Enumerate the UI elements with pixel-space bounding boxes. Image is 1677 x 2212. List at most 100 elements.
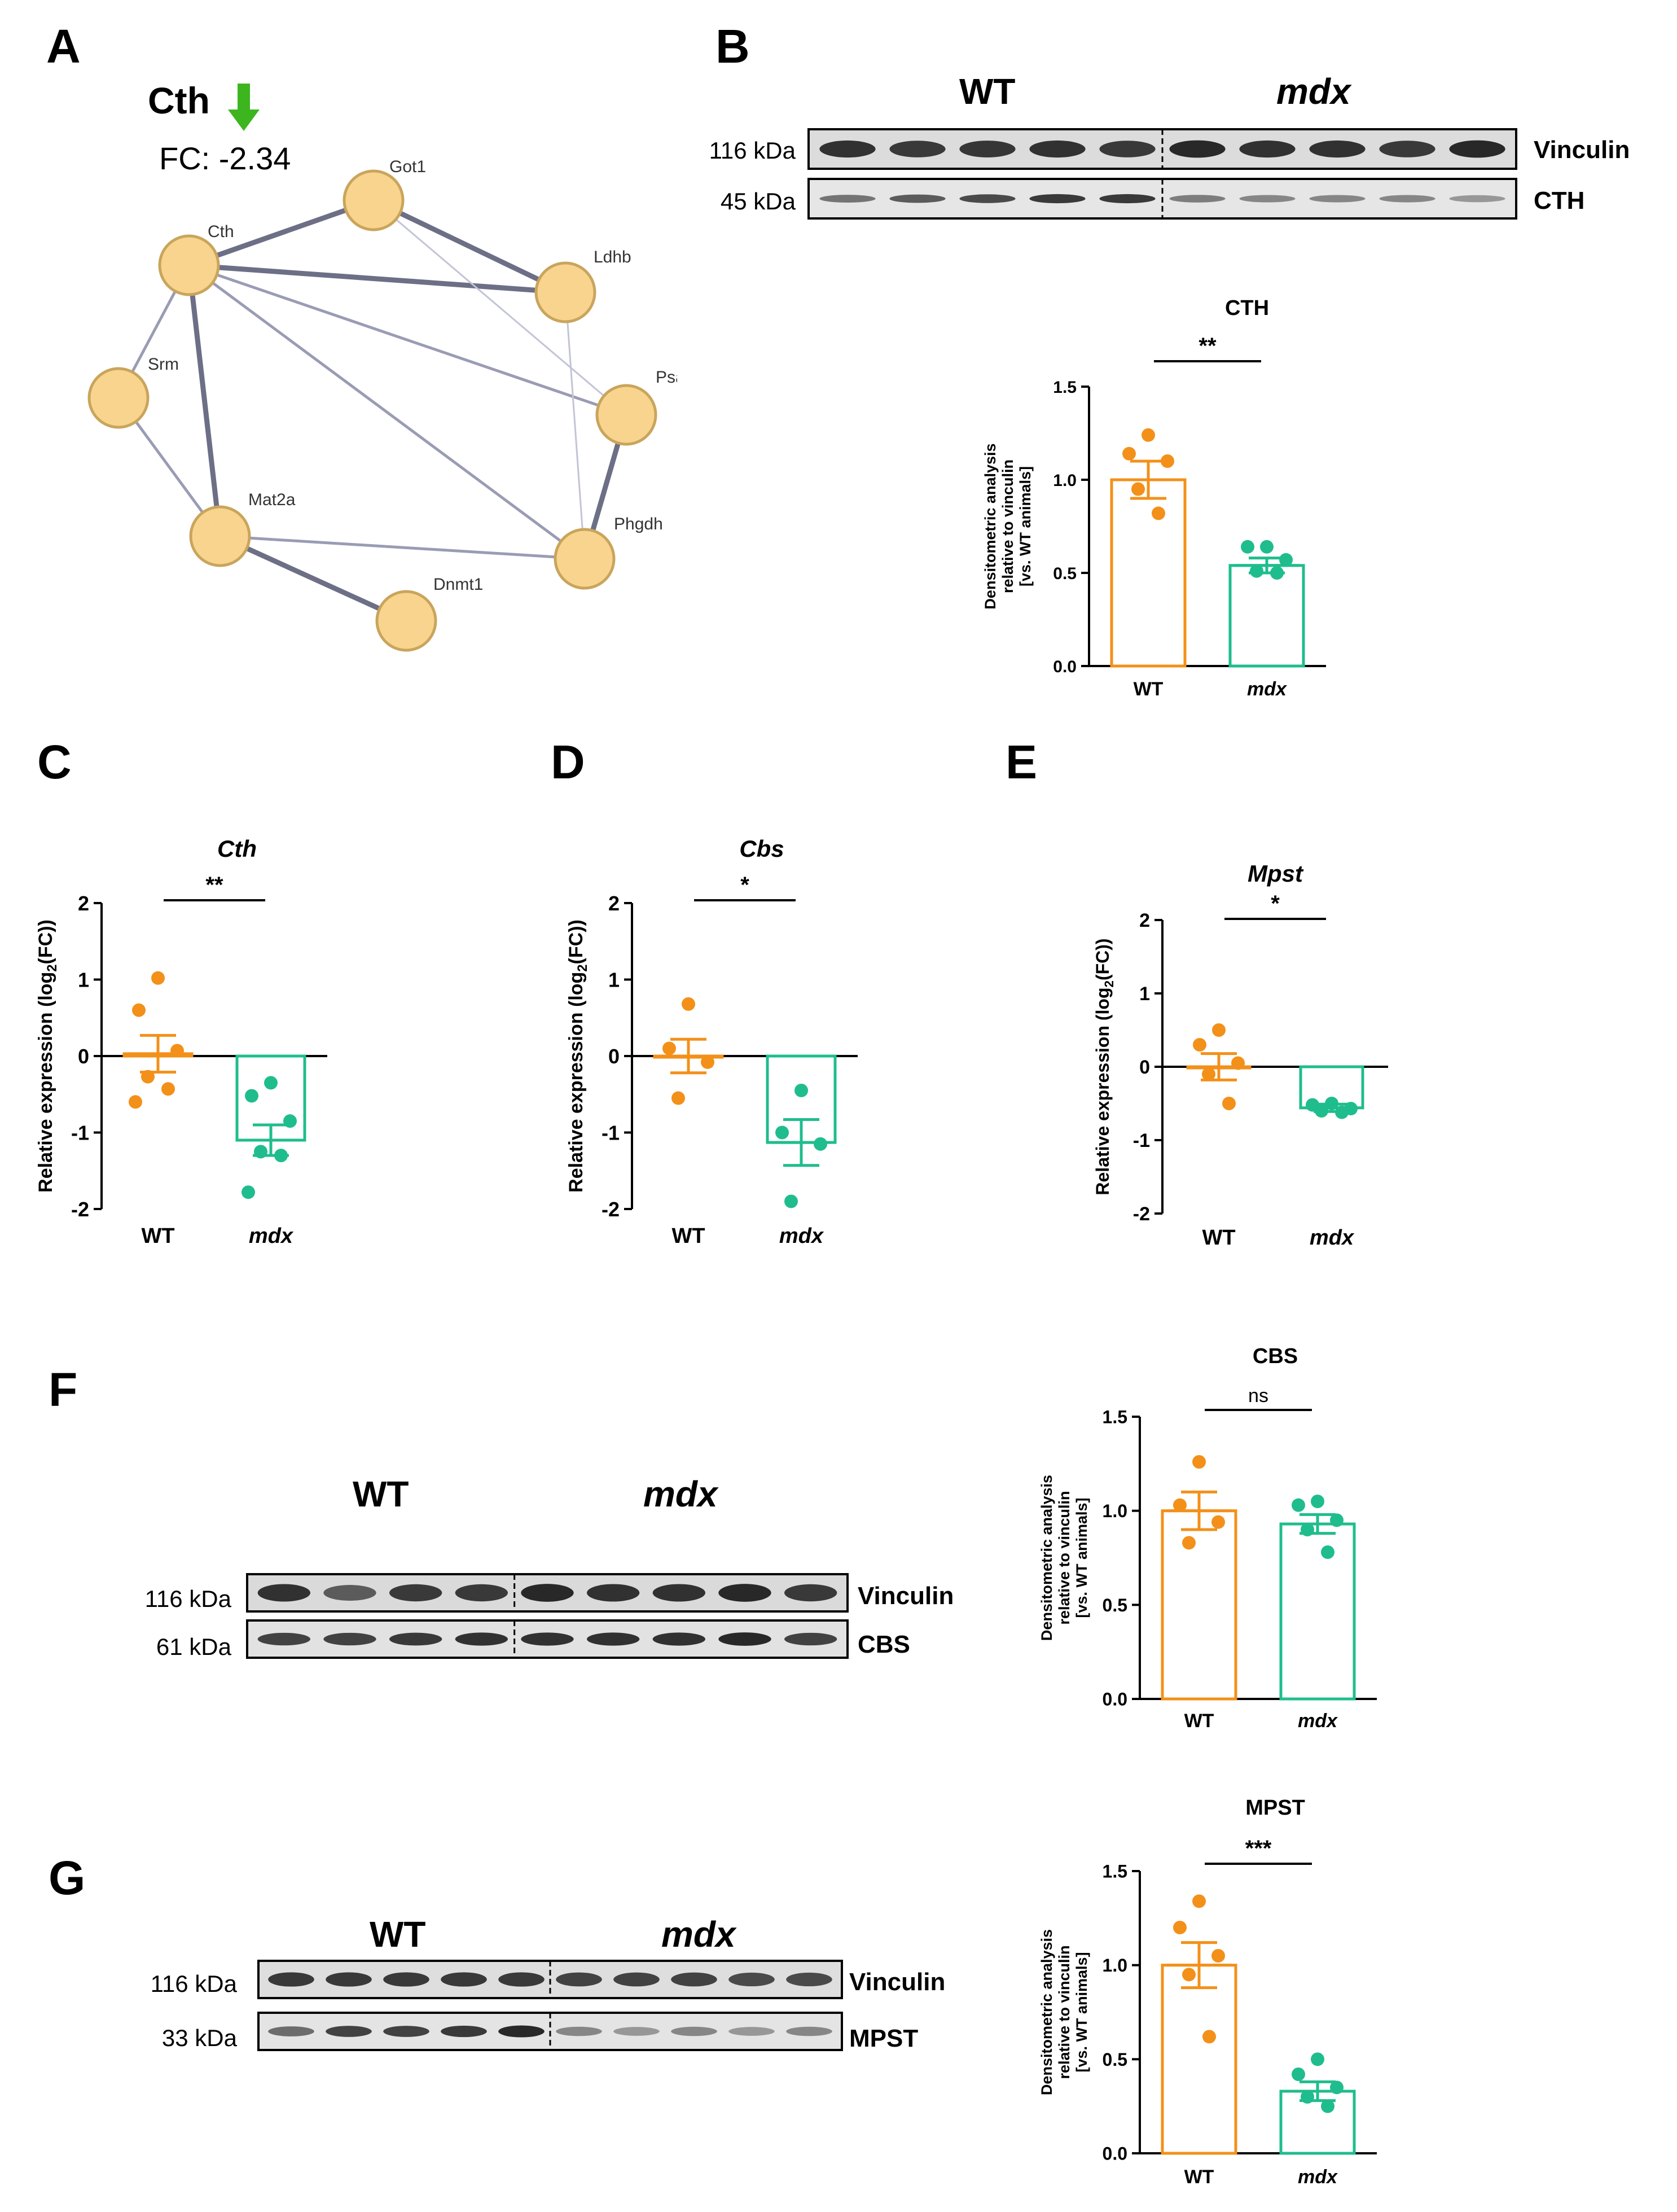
data-point	[1211, 1949, 1225, 1963]
y-tick-label: -2	[71, 1198, 89, 1221]
network-node-ldhb	[534, 261, 596, 323]
x-category-label: mdx	[1247, 678, 1288, 700]
blot-band	[613, 1972, 660, 1987]
chart-title: CTH	[1225, 296, 1269, 320]
western-blot-b	[807, 128, 1517, 220]
x-category-label: mdx	[1310, 1226, 1355, 1250]
data-point	[1301, 1523, 1314, 1536]
y-tick-label: 1	[608, 968, 620, 991]
network-edge	[219, 533, 407, 624]
blot-band	[889, 141, 946, 157]
y-tick-label: 0.0	[1053, 658, 1077, 676]
bar-mdx	[1279, 1522, 1356, 1701]
blot-g-protein-vinculin: Vinculin	[849, 1968, 946, 1996]
data-point	[794, 1083, 808, 1097]
y-tick-label: -2	[602, 1198, 620, 1221]
network-node-label: Mat2a	[248, 490, 296, 509]
blot-b-protein-vinculin: Vinculin	[1534, 136, 1630, 164]
data-point	[1173, 1921, 1187, 1934]
blot-band	[786, 1972, 832, 1987]
focus-gene-title: Cth	[148, 80, 210, 121]
network-edge	[372, 198, 567, 295]
bar-wt	[1161, 1509, 1237, 1701]
network-node-phgdh	[554, 528, 616, 590]
data-point	[274, 1149, 288, 1163]
blot-band	[521, 1632, 574, 1646]
blot-band	[323, 1585, 376, 1601]
blot-band	[959, 141, 1016, 157]
network-node-psat1	[595, 384, 657, 446]
x-category-label: mdx	[249, 1224, 294, 1248]
y-axis-label: [vs. WT animals]	[1073, 1952, 1090, 2072]
blot-band	[671, 1972, 717, 1987]
network-node-label: Phgdh	[614, 515, 663, 533]
blot-f-group-wt: WT	[353, 1474, 409, 1514]
data-point	[1192, 1455, 1206, 1469]
data-point	[1292, 2068, 1305, 2081]
panel-label-d: D	[551, 735, 585, 789]
y-axis-label: [vs. WT animals]	[1017, 466, 1034, 586]
chart-c-cth-expression: Cth -2 -1 0 1 2 WT mdx ** Relative expression (lo…	[35, 835, 327, 1248]
blot-b-mw-vinculin: 116 kDa	[709, 137, 796, 164]
western-blot-f	[246, 1573, 849, 1659]
data-point	[784, 1194, 798, 1208]
blot-band	[455, 1632, 508, 1646]
blot-g-group-wt: WT	[370, 1914, 426, 1955]
blot-band	[1099, 194, 1156, 204]
data-point	[1192, 1894, 1206, 1908]
data-point	[1152, 506, 1165, 520]
chart-f-cbs-densitometry: CBS 0.0 0.5 1.0 1.5 WT mdx ns Densitometric anal…	[1038, 1344, 1377, 1732]
blot-band	[498, 2025, 545, 2038]
y-axis-label: Densitometric analysis	[1038, 1929, 1055, 2095]
chart-title: Cbs	[739, 835, 784, 862]
y-tick-label: 0.0	[1103, 1689, 1127, 1710]
blot-band	[1169, 140, 1226, 158]
chart-b-cth-densitometry: CTH 0.0 0.5 1.0 1.5 WT mdx ** Densitometric anal…	[982, 296, 1326, 700]
y-axis-label: Densitometric analysis	[1038, 1475, 1055, 1641]
network-node-label: Cth	[208, 222, 234, 241]
y-axis-label: Relative expression (log2(FC))	[565, 919, 590, 1193]
blot-g-mw-vinculin: 116 kDa	[150, 1970, 237, 1997]
network-node-got1	[343, 169, 405, 231]
blot-band	[257, 1584, 310, 1602]
blot-band	[556, 2026, 602, 2036]
blot-band	[819, 195, 876, 203]
data-point	[1131, 482, 1145, 496]
y-tick-label: 2	[608, 892, 620, 915]
data-point	[1260, 540, 1274, 554]
panel-label-b: B	[715, 20, 750, 73]
data-point	[242, 1185, 255, 1199]
y-tick-label: 2	[1139, 910, 1150, 931]
network-node-label: Ldhb	[594, 248, 631, 266]
y-tick-label: 1	[1139, 983, 1150, 1005]
network-node-dnmt1	[375, 590, 437, 652]
data-point	[1202, 1067, 1215, 1081]
y-tick-label: 0.5	[1103, 2049, 1127, 2070]
bar-wt	[1110, 478, 1187, 668]
network-node-mat2a	[189, 505, 251, 567]
x-category-label: mdx	[779, 1224, 824, 1248]
blot-band	[1239, 195, 1296, 203]
blot-band	[498, 1972, 545, 1987]
blot-band	[652, 1584, 705, 1602]
data-point	[1173, 1498, 1187, 1512]
x-category-label: mdx	[1298, 2166, 1338, 2188]
bar-mdx	[1228, 564, 1305, 668]
blot-band	[1029, 140, 1086, 158]
data-point	[1311, 1495, 1324, 1508]
western-blot-g	[257, 1960, 843, 2051]
network-header: Cth FC: -2.34	[148, 79, 374, 181]
data-point	[1270, 566, 1284, 580]
y-tick-label: 1.5	[1053, 378, 1077, 397]
data-point	[682, 997, 695, 1011]
blot-band	[728, 2027, 775, 2036]
network-edge	[188, 264, 627, 417]
down-arrow-icon	[228, 84, 260, 131]
y-tick-label: -1	[1133, 1130, 1150, 1151]
data-point	[1330, 1513, 1344, 1527]
network-edge	[188, 262, 566, 295]
blot-band	[587, 1632, 640, 1646]
blot-band	[784, 1632, 837, 1646]
data-point	[1231, 1056, 1245, 1070]
blot-band	[268, 1972, 314, 1987]
